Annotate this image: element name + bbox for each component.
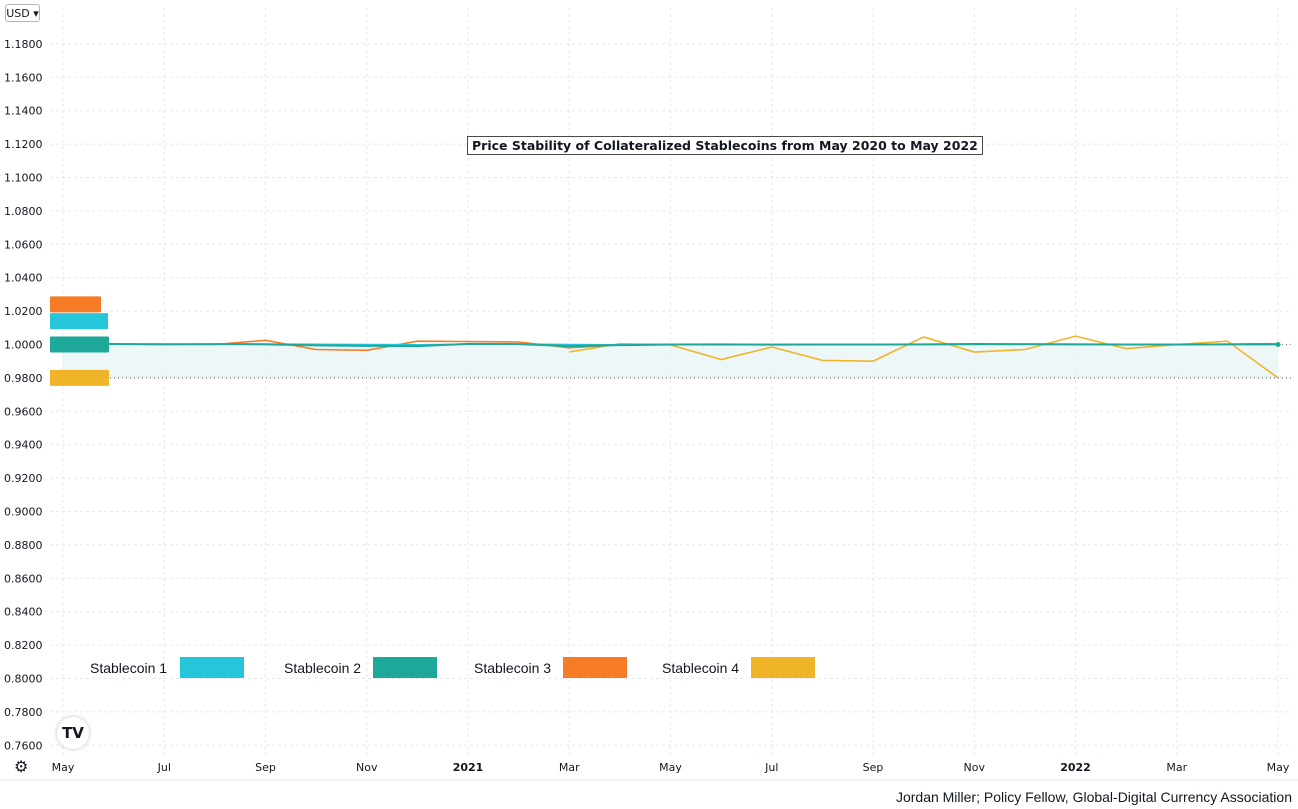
y-tick-label: 0.9800 bbox=[4, 372, 43, 385]
price-axis-tag-2 bbox=[50, 336, 109, 353]
series-area-fill bbox=[63, 342, 1278, 378]
y-tick-label: 1.1200 bbox=[4, 138, 43, 151]
x-tick-label: May bbox=[659, 761, 682, 774]
y-tick-label: 0.9000 bbox=[4, 506, 43, 519]
x-tick-label: May bbox=[1267, 761, 1290, 774]
y-tick-label: 1.1400 bbox=[4, 105, 43, 118]
x-tick-label: 2022 bbox=[1060, 761, 1091, 774]
legend-swatch-2 bbox=[373, 657, 437, 678]
y-tick-label: 0.9400 bbox=[4, 439, 43, 452]
chart-title: Price Stability of Collateralized Stable… bbox=[467, 136, 983, 155]
author-credit: Jordan Miller; Policy Fellow, Global-Dig… bbox=[895, 789, 1292, 805]
y-tick-label: 0.9200 bbox=[4, 472, 43, 485]
legend-label-1: Stablecoin 1 bbox=[90, 660, 167, 676]
legend-label-4: Stablecoin 4 bbox=[662, 660, 739, 676]
price-axis-tag-1 bbox=[50, 313, 108, 330]
x-tick-label: Sep bbox=[255, 761, 276, 774]
x-tick-label: 2021 bbox=[453, 761, 484, 774]
y-tick-label: 1.0200 bbox=[4, 305, 43, 318]
y-tick-label: 0.8600 bbox=[4, 572, 43, 585]
tradingview-logo-icon[interactable]: TV bbox=[57, 717, 89, 749]
y-tick-label: 0.7800 bbox=[4, 706, 43, 719]
x-tick-label: Sep bbox=[863, 761, 884, 774]
x-tick-label: Mar bbox=[559, 761, 580, 774]
series-line-4 bbox=[569, 335, 1279, 379]
legend-swatch-3 bbox=[563, 657, 627, 678]
y-tick-label: 1.0400 bbox=[4, 272, 43, 285]
y-tick-label: 0.8800 bbox=[4, 539, 43, 552]
legend-label-2: Stablecoin 2 bbox=[284, 660, 361, 676]
x-tick-label: Jul bbox=[764, 761, 778, 774]
y-tick-label: 1.0000 bbox=[4, 339, 43, 352]
legend-swatch-1 bbox=[180, 657, 244, 678]
settings-gear-icon[interactable]: ⚙ bbox=[14, 759, 29, 776]
x-tick-label: Jul bbox=[157, 761, 171, 774]
x-tick-label: Mar bbox=[1166, 761, 1187, 774]
legend-swatch-4 bbox=[751, 657, 815, 678]
y-tick-label: 1.1800 bbox=[4, 38, 43, 51]
last-value-dot bbox=[1275, 342, 1281, 347]
y-tick-label: 1.0800 bbox=[4, 205, 43, 218]
price-axis-tag-3 bbox=[50, 296, 101, 313]
legend-label-3: Stablecoin 3 bbox=[474, 660, 551, 676]
x-tick-label: May bbox=[52, 761, 75, 774]
y-tick-label: 0.8400 bbox=[4, 606, 43, 619]
currency-selector[interactable]: USD ▾ bbox=[5, 4, 40, 22]
y-tick-label: 1.1600 bbox=[4, 71, 43, 84]
x-tick-label: Nov bbox=[356, 761, 378, 774]
series-line-2 bbox=[62, 341, 1278, 348]
y-tick-label: 0.9600 bbox=[4, 405, 43, 418]
y-tick-label: 0.8200 bbox=[4, 639, 43, 652]
x-tick-label: Nov bbox=[964, 761, 986, 774]
y-tick-label: 0.7600 bbox=[4, 739, 43, 752]
price-axis-tag-4 bbox=[50, 369, 109, 386]
y-tick-label: 0.8000 bbox=[4, 673, 43, 686]
y-tick-label: 1.0600 bbox=[4, 238, 43, 251]
chevron-down-icon: ▾ bbox=[33, 7, 39, 20]
y-tick-label: 1.1000 bbox=[4, 172, 43, 185]
